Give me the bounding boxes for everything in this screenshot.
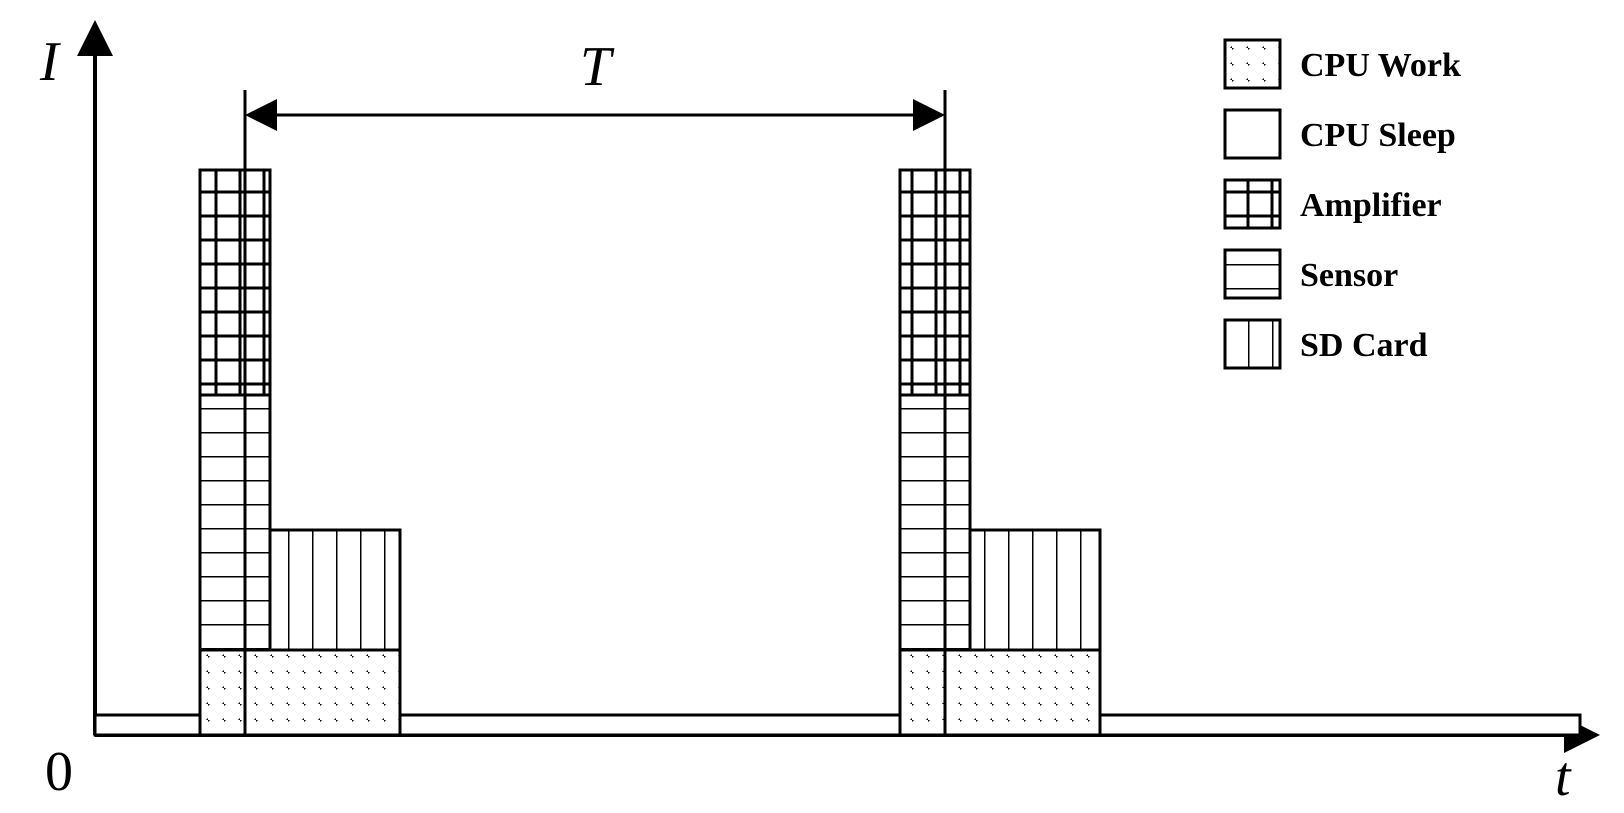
- legend-swatch-vstr: [1225, 320, 1280, 368]
- legend-swatch-hstr: [1225, 250, 1280, 298]
- legend-label: Amplifier: [1300, 187, 1442, 224]
- legend-swatch-blank: [1225, 110, 1280, 158]
- sd-card-bar: [270, 530, 400, 650]
- period-arrow-right: [913, 99, 945, 131]
- cpu-sleep-bar: [95, 715, 200, 735]
- power-timing-diagram: It 0 T CPU Work CPU Sleep Amplifier Sensor SD C…: [0, 0, 1624, 813]
- period-label: T: [580, 36, 615, 98]
- legend-label: SD Card: [1300, 327, 1428, 364]
- sd-card-bar: [970, 530, 1100, 650]
- x-axis-label: t: [1555, 746, 1572, 808]
- legend-label: CPU Sleep: [1300, 117, 1456, 154]
- cpu-work-bar: [900, 650, 1100, 735]
- period-arrow-left: [245, 99, 277, 131]
- y-axis-label: I: [39, 31, 61, 93]
- sensor-bar: [900, 395, 970, 650]
- amplifier-bar: [200, 170, 270, 395]
- cpu-work-bar: [200, 650, 400, 735]
- legend-swatch-grid: [1225, 180, 1280, 228]
- legend-swatch-diag: [1225, 40, 1280, 88]
- cpu-sleep-bar: [1100, 715, 1580, 735]
- y-axis-arrow: [77, 20, 113, 56]
- amplifier-bar: [900, 170, 970, 395]
- sensor-bar: [200, 395, 270, 650]
- legend-label: CPU Work: [1300, 47, 1461, 84]
- legend-label: Sensor: [1300, 257, 1398, 294]
- cpu-sleep-bar: [400, 715, 900, 735]
- origin-label: 0: [45, 741, 73, 803]
